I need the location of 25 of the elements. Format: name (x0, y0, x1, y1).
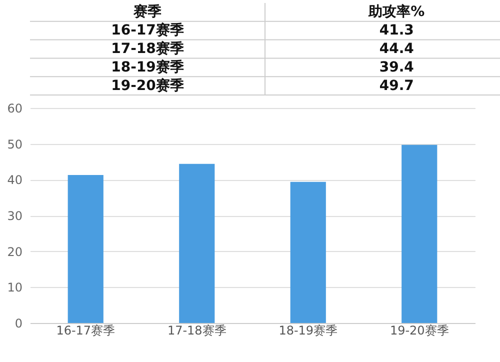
bar (290, 182, 326, 323)
text: 19-20赛季 (111, 76, 184, 94)
text: 16-17赛季 (111, 22, 184, 39)
x-tick-label: 18-19赛季 (278, 324, 338, 338)
y-tick-label: 50 (7, 137, 22, 152)
text: 赛季 (132, 3, 162, 20)
y-tick-label: 20 (7, 244, 22, 259)
x-tick-label: 19-20赛季 (390, 324, 449, 338)
x-tick-label: 16-17赛季 (56, 324, 116, 338)
text: 39.4 (379, 59, 414, 76)
text: 44.4 (379, 41, 414, 57)
y-tick-label: 0 (14, 316, 22, 330)
bar (179, 164, 215, 323)
y-tick-label: 10 (7, 280, 22, 295)
y-tick-label: 60 (7, 102, 22, 116)
text: 49.7 (379, 78, 414, 94)
bar (402, 144, 438, 323)
x-tick-label: 17-18赛季 (167, 324, 226, 338)
bar (68, 175, 104, 323)
text: 41.3 (379, 22, 414, 39)
text: 18-19赛季 (111, 58, 184, 76)
y-tick-label: 40 (7, 173, 22, 188)
text: 17-18赛季 (111, 40, 184, 57)
text: 助攻率% (368, 3, 425, 20)
y-tick-label: 30 (7, 209, 22, 223)
